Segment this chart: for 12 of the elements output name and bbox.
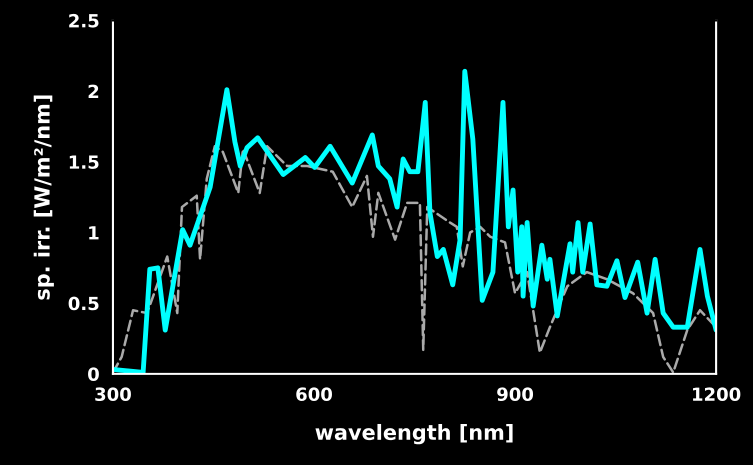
- x-tick-label: 900: [497, 387, 534, 402]
- y-tick-label: 1.5: [70, 156, 98, 169]
- x-axis-title: wavelength [nm]: [315, 424, 513, 444]
- y-tick-label: 1: [89, 226, 99, 240]
- x-tick-label: 1200: [693, 387, 740, 402]
- y-tick-label: 2: [88, 84, 98, 98]
- y-tick-label: 0.5: [68, 296, 98, 310]
- x-tick-label: 600: [296, 387, 332, 402]
- y-axis-title: sp. irr. [W/m²/nm]: [34, 95, 54, 300]
- y-tick-label: 2.5: [69, 14, 98, 28]
- x-tick-label: 300: [95, 387, 131, 402]
- y-tick-label: 0: [88, 367, 99, 381]
